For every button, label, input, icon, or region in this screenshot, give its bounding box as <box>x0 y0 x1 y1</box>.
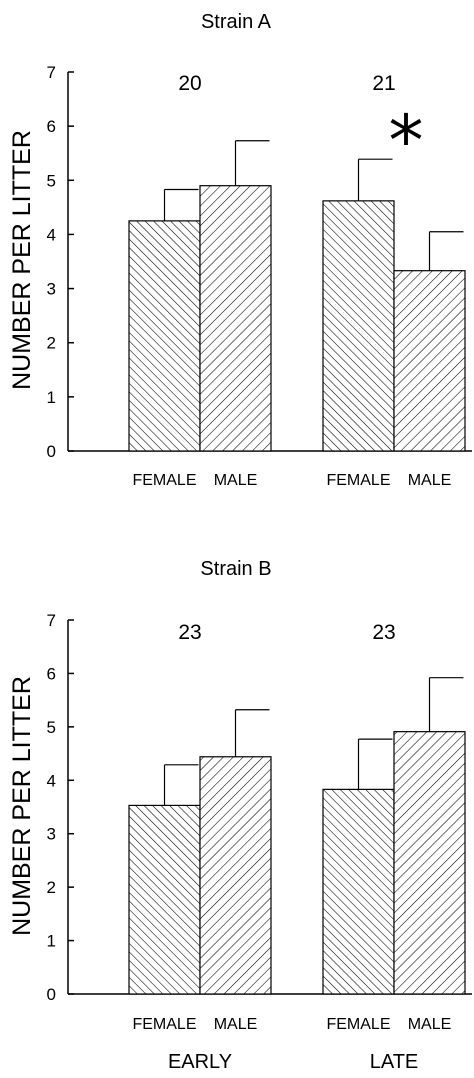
y-tick-label: 5 <box>47 718 56 737</box>
category-label: MALE <box>408 472 452 489</box>
sample-size-label: 21 <box>372 72 395 95</box>
category-label: FEMALE <box>132 1016 196 1033</box>
bar-male <box>393 270 466 452</box>
y-tick-label: 2 <box>47 878 56 897</box>
y-tick-label: 6 <box>47 664 56 683</box>
bar-male <box>199 756 272 995</box>
y-axis-label: NUMBER PER LITTER <box>8 130 36 390</box>
y-tick-label: 3 <box>47 825 56 844</box>
bar-male <box>393 731 466 995</box>
category-label: MALE <box>214 472 258 489</box>
y-tick-label: 0 <box>47 985 56 1004</box>
y-tick-label: 5 <box>47 171 56 190</box>
group-label: EARLY <box>168 1051 232 1073</box>
y-axis-label: NUMBER PER LITTER <box>8 676 36 936</box>
y-tick-label: 0 <box>47 442 56 461</box>
bar-female <box>128 220 201 452</box>
y-tick-label: 3 <box>47 280 56 299</box>
y-tick-label: 1 <box>47 388 56 407</box>
bar-female <box>322 200 395 452</box>
category-label: FEMALE <box>326 1016 390 1033</box>
category-label: MALE <box>214 1016 258 1033</box>
y-tick-label: 2 <box>47 334 56 353</box>
sample-size-label: 20 <box>178 72 201 95</box>
y-tick-label: 7 <box>47 611 56 630</box>
chart-title: Strain B <box>200 558 271 580</box>
y-tick-label: 4 <box>47 771 56 790</box>
bar-female <box>128 804 201 995</box>
y-tick-label: 7 <box>47 63 56 82</box>
chart-panel-strain-b: Strain B NUMBER PER LITTER 01234567FEMAL… <box>8 558 472 1073</box>
sample-size-label: 23 <box>178 621 201 644</box>
group-label: LATE <box>370 1051 419 1073</box>
category-label: FEMALE <box>326 472 390 489</box>
y-tick-label: 4 <box>47 225 56 244</box>
sample-size-label: 23 <box>372 621 395 644</box>
significance-asterisk: * <box>389 100 424 182</box>
y-tick-label: 1 <box>47 932 56 951</box>
bar-male <box>199 185 272 452</box>
category-label: MALE <box>408 1016 452 1033</box>
category-label: FEMALE <box>132 472 196 489</box>
bar-female <box>322 788 395 995</box>
chart-panel-strain-a: Strain A NUMBER PER LITTER 0 1 2 3 4 5 6 7 FEMAL… <box>8 11 472 489</box>
chart-title: Strain A <box>201 11 272 33</box>
y-tick-label: 6 <box>47 117 56 136</box>
